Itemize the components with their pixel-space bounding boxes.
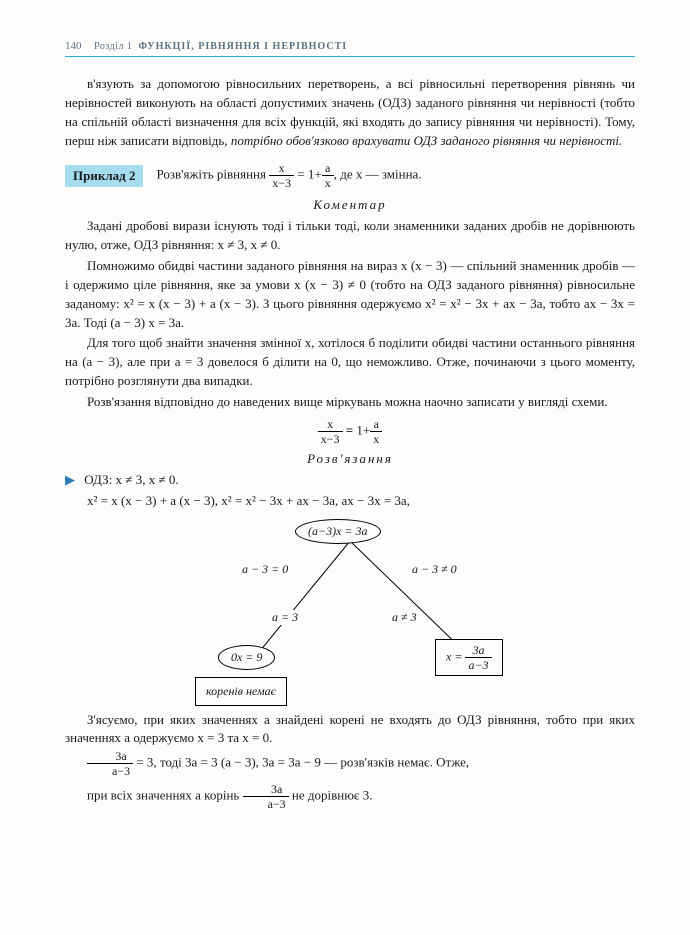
intro-paragraph: в'язують за допомогою рівносильних перет…	[65, 75, 635, 150]
p1-italic: потрібно обов'язково врахувати ОДЗ задан…	[231, 133, 622, 148]
example-badge: Приклад 2	[65, 165, 143, 187]
eq-expansion: x² = x (x − 3) + a (x − 3), x² = x² − 3x…	[65, 492, 635, 511]
left-caption-label: коренів немає	[206, 684, 276, 698]
frac-lhs: xx−3	[269, 162, 294, 189]
num3: 3a	[87, 750, 133, 764]
right-leaf-prefix: x =	[446, 649, 462, 663]
paragraph-4: Для того щоб знайти значення змінної x, …	[65, 334, 635, 391]
left-caption-node: коренів немає	[195, 677, 287, 706]
left-mid-label: a = 3	[270, 610, 300, 625]
root-node: (a−3)x = 3a	[295, 519, 381, 544]
page-number: 140	[65, 40, 82, 52]
frac-num: x	[269, 162, 294, 176]
frac-num2: a	[322, 162, 334, 176]
odz-text: ОДЗ: x ≠ 3, x ≠ 0.	[84, 472, 178, 487]
left-leaf-label: 0x = 9	[231, 650, 262, 664]
frac-eq-rhs: ax	[370, 418, 382, 445]
page-content: 140 Розділ 1 ФУНКЦІЇ, РІВНЯННЯ І НЕРІВНО…	[0, 0, 690, 842]
frac-den2: x	[322, 176, 334, 189]
solve-heading: Розв'язання	[65, 451, 635, 467]
frac-3a-1: 3aa−3	[87, 750, 133, 777]
example-row: Приклад 2 Розв'яжіть рівняння xx−3 = 1+a…	[65, 162, 635, 189]
eq-three: = 3,	[136, 755, 156, 770]
den3: a−3	[87, 764, 133, 777]
paragraph-7: 3aa−3 = 3, тоді 3a = 3 (a − 3), 3a = 3a …	[65, 750, 635, 777]
den: x−3	[318, 432, 343, 445]
example-text-a: Розв'яжіть рівняння	[156, 167, 269, 182]
root-label: (a−3)x = 3a	[308, 524, 368, 538]
left-leaf-node: 0x = 9	[218, 645, 275, 670]
paragraph-3: Помножимо обидві частини заданого рівнян…	[65, 257, 635, 332]
p7c: не дорівнює 3.	[292, 788, 373, 803]
right-leaf-node: x = 3aa−3	[435, 639, 503, 676]
frac-den: x−3	[269, 176, 294, 189]
example-text-b: , де x — змінна.	[334, 167, 422, 182]
num2: a	[370, 418, 382, 432]
rl-den: a−3	[465, 658, 491, 671]
den2: x	[370, 432, 382, 445]
left-edge-label: a − 3 = 0	[240, 562, 290, 577]
right-leaf-frac: 3aa−3	[465, 644, 491, 671]
paragraph-2: Задані дробові вирази існують тоді і тіл…	[65, 217, 635, 255]
odz-line: ▶ ОДЗ: x ≠ 3, x ≠ 0.	[65, 471, 635, 490]
rl-num: 3a	[465, 644, 491, 658]
num: x	[318, 418, 343, 432]
paragraph-6: З'ясуємо, при яких значеннях a знайдені …	[65, 711, 635, 749]
chapter-title: ФУНКЦІЇ, РІВНЯННЯ І НЕРІВНОСТІ	[138, 41, 347, 52]
right-mid-label: a ≠ 3	[390, 610, 419, 625]
den4: a−3	[243, 797, 289, 810]
rhs-one-b: 1+	[356, 422, 370, 437]
num4: 3a	[243, 783, 289, 797]
paragraph-5: Розв'язання відповідно до наведених вище…	[65, 393, 635, 412]
frac-eq-lhs: xx−3	[318, 418, 343, 445]
triangle-marker-icon: ▶	[65, 472, 75, 487]
equation-center: xx−3 = 1+ax	[65, 418, 635, 445]
rhs-one: 1+	[308, 167, 322, 182]
p7a: тоді 3a = 3 (a − 3), 3a = 3a − 9 — розв'…	[160, 755, 469, 770]
right-edge-label: a − 3 ≠ 0	[410, 562, 459, 577]
comment-heading: Коментар	[65, 197, 635, 213]
eq-text: x² = x (x − 3) + a (x − 3), x² = x² − 3x…	[87, 493, 410, 508]
chapter-prefix: Розділ 1	[94, 41, 132, 52]
chapter-label: Розділ 1 ФУНКЦІЇ, РІВНЯННЯ І НЕРІВНОСТІ	[94, 41, 347, 52]
frac-3a-2: 3aa−3	[243, 783, 289, 810]
page-header: 140 Розділ 1 ФУНКЦІЇ, РІВНЯННЯ І НЕРІВНО…	[65, 40, 635, 57]
frac-rhs: ax	[322, 162, 334, 189]
paragraph-7b: при всіх значеннях a корінь 3aa−3 не дор…	[65, 783, 635, 810]
decision-tree-diagram: (a−3)x = 3a a − 3 = 0 a − 3 ≠ 0 a = 3 a …	[140, 517, 560, 707]
p7b: при всіх значеннях a корінь	[87, 788, 243, 803]
